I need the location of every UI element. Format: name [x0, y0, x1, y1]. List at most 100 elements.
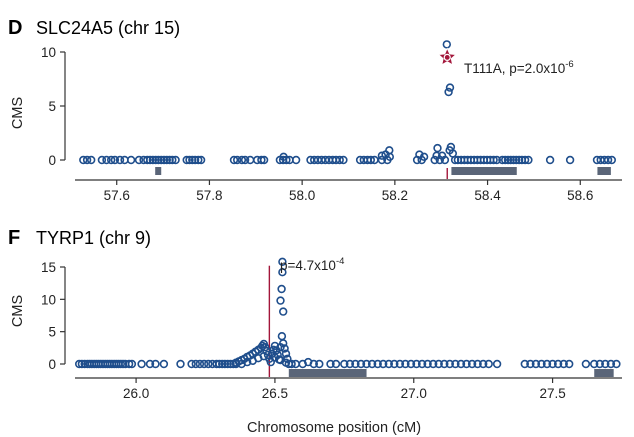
data-point	[276, 296, 285, 305]
data-point	[423, 359, 432, 369]
data-point	[148, 155, 158, 165]
data-point	[110, 155, 120, 165]
data-point	[278, 257, 287, 266]
data-point	[145, 155, 155, 165]
data-point	[86, 155, 96, 165]
data-point	[134, 155, 144, 165]
panel-d: D SLC24A5 (chr 15) CMS 57.6 57.8 58.0 58.2 5…	[8, 17, 622, 203]
data-point	[168, 155, 177, 165]
data-point	[553, 359, 563, 369]
data-point	[339, 155, 348, 165]
highlight-label-exponent-d: -6	[565, 59, 573, 70]
data-point	[395, 359, 405, 369]
pvalue-label-exponent-f: -4	[336, 256, 344, 267]
data-point	[159, 359, 169, 369]
gene-bar	[594, 369, 614, 377]
data-point	[233, 155, 242, 165]
x-tick-label: 57.8	[196, 188, 222, 203]
data-point	[151, 155, 160, 165]
data-point	[335, 155, 344, 165]
data-point	[503, 155, 513, 165]
data-point	[442, 40, 451, 49]
data-point	[366, 155, 375, 165]
data-point	[390, 359, 399, 369]
x-tick-label: 57.6	[104, 188, 130, 203]
data-point	[279, 339, 288, 348]
data-point	[473, 359, 482, 369]
data-point	[195, 359, 205, 369]
highlight-star-marker	[437, 47, 457, 66]
data-point	[607, 155, 616, 165]
data-point	[74, 359, 84, 369]
data-point	[240, 155, 250, 165]
x-tick-label: 58.2	[382, 188, 408, 203]
data-point	[261, 343, 270, 352]
data-point	[277, 332, 287, 341]
data-point	[542, 359, 552, 369]
data-point	[154, 155, 163, 165]
highlight-label-d: T111A, p=2.0x10	[464, 61, 565, 76]
data-point	[444, 87, 453, 97]
data-point	[506, 155, 515, 165]
data-point	[379, 359, 388, 369]
data-point	[259, 155, 269, 165]
x-tick-label: 58.6	[567, 188, 593, 203]
data-point	[115, 155, 125, 165]
data-point	[548, 359, 557, 369]
x-tick-label: 27.0	[401, 386, 427, 401]
data-point	[367, 359, 377, 369]
data-point	[196, 155, 206, 165]
data-point	[259, 352, 268, 361]
data-point	[501, 155, 510, 165]
data-point	[279, 307, 288, 316]
data-point	[531, 359, 541, 369]
data-point	[406, 359, 416, 369]
data-point	[565, 155, 575, 165]
panel-title-f: TYRP1 (chr 9)	[36, 228, 151, 248]
data-point	[137, 359, 146, 369]
data-point	[429, 359, 438, 369]
data-point	[362, 359, 371, 369]
data-point	[456, 359, 466, 369]
data-point	[199, 359, 209, 369]
data-point	[226, 359, 235, 369]
data-point	[281, 349, 291, 358]
data-point	[159, 155, 169, 165]
data-point	[79, 155, 88, 165]
pvalue-label-f: p=4.7x10	[280, 258, 336, 273]
data-point	[537, 359, 546, 369]
data-point	[606, 359, 616, 369]
data-point	[231, 359, 241, 369]
data-point	[612, 359, 621, 369]
data-point	[440, 155, 450, 165]
data-point	[467, 359, 477, 369]
data-point	[97, 155, 107, 165]
data-point	[218, 359, 227, 369]
data-point	[445, 83, 455, 92]
data-point	[377, 151, 387, 160]
data-point	[287, 359, 296, 369]
data-point	[356, 359, 366, 369]
y-tick-label: 5	[48, 325, 56, 340]
data-point	[384, 359, 393, 369]
data-point	[82, 155, 92, 165]
data-point	[263, 350, 273, 360]
data-point	[412, 359, 421, 369]
data-point	[401, 359, 410, 369]
data-point	[512, 155, 521, 165]
panel-letter-d: D	[8, 17, 22, 39]
data-point	[182, 155, 191, 165]
data-point	[171, 155, 180, 165]
data-point	[220, 359, 230, 369]
y-tick-label: 10	[41, 292, 56, 307]
data-point	[351, 359, 360, 369]
data-point	[451, 359, 460, 369]
data-point	[492, 155, 501, 165]
data-point	[229, 155, 239, 165]
y-tick-label: 0	[48, 357, 56, 372]
data-point	[492, 359, 502, 369]
data-point	[204, 359, 213, 369]
data-point	[340, 359, 349, 369]
data-point	[280, 344, 289, 353]
